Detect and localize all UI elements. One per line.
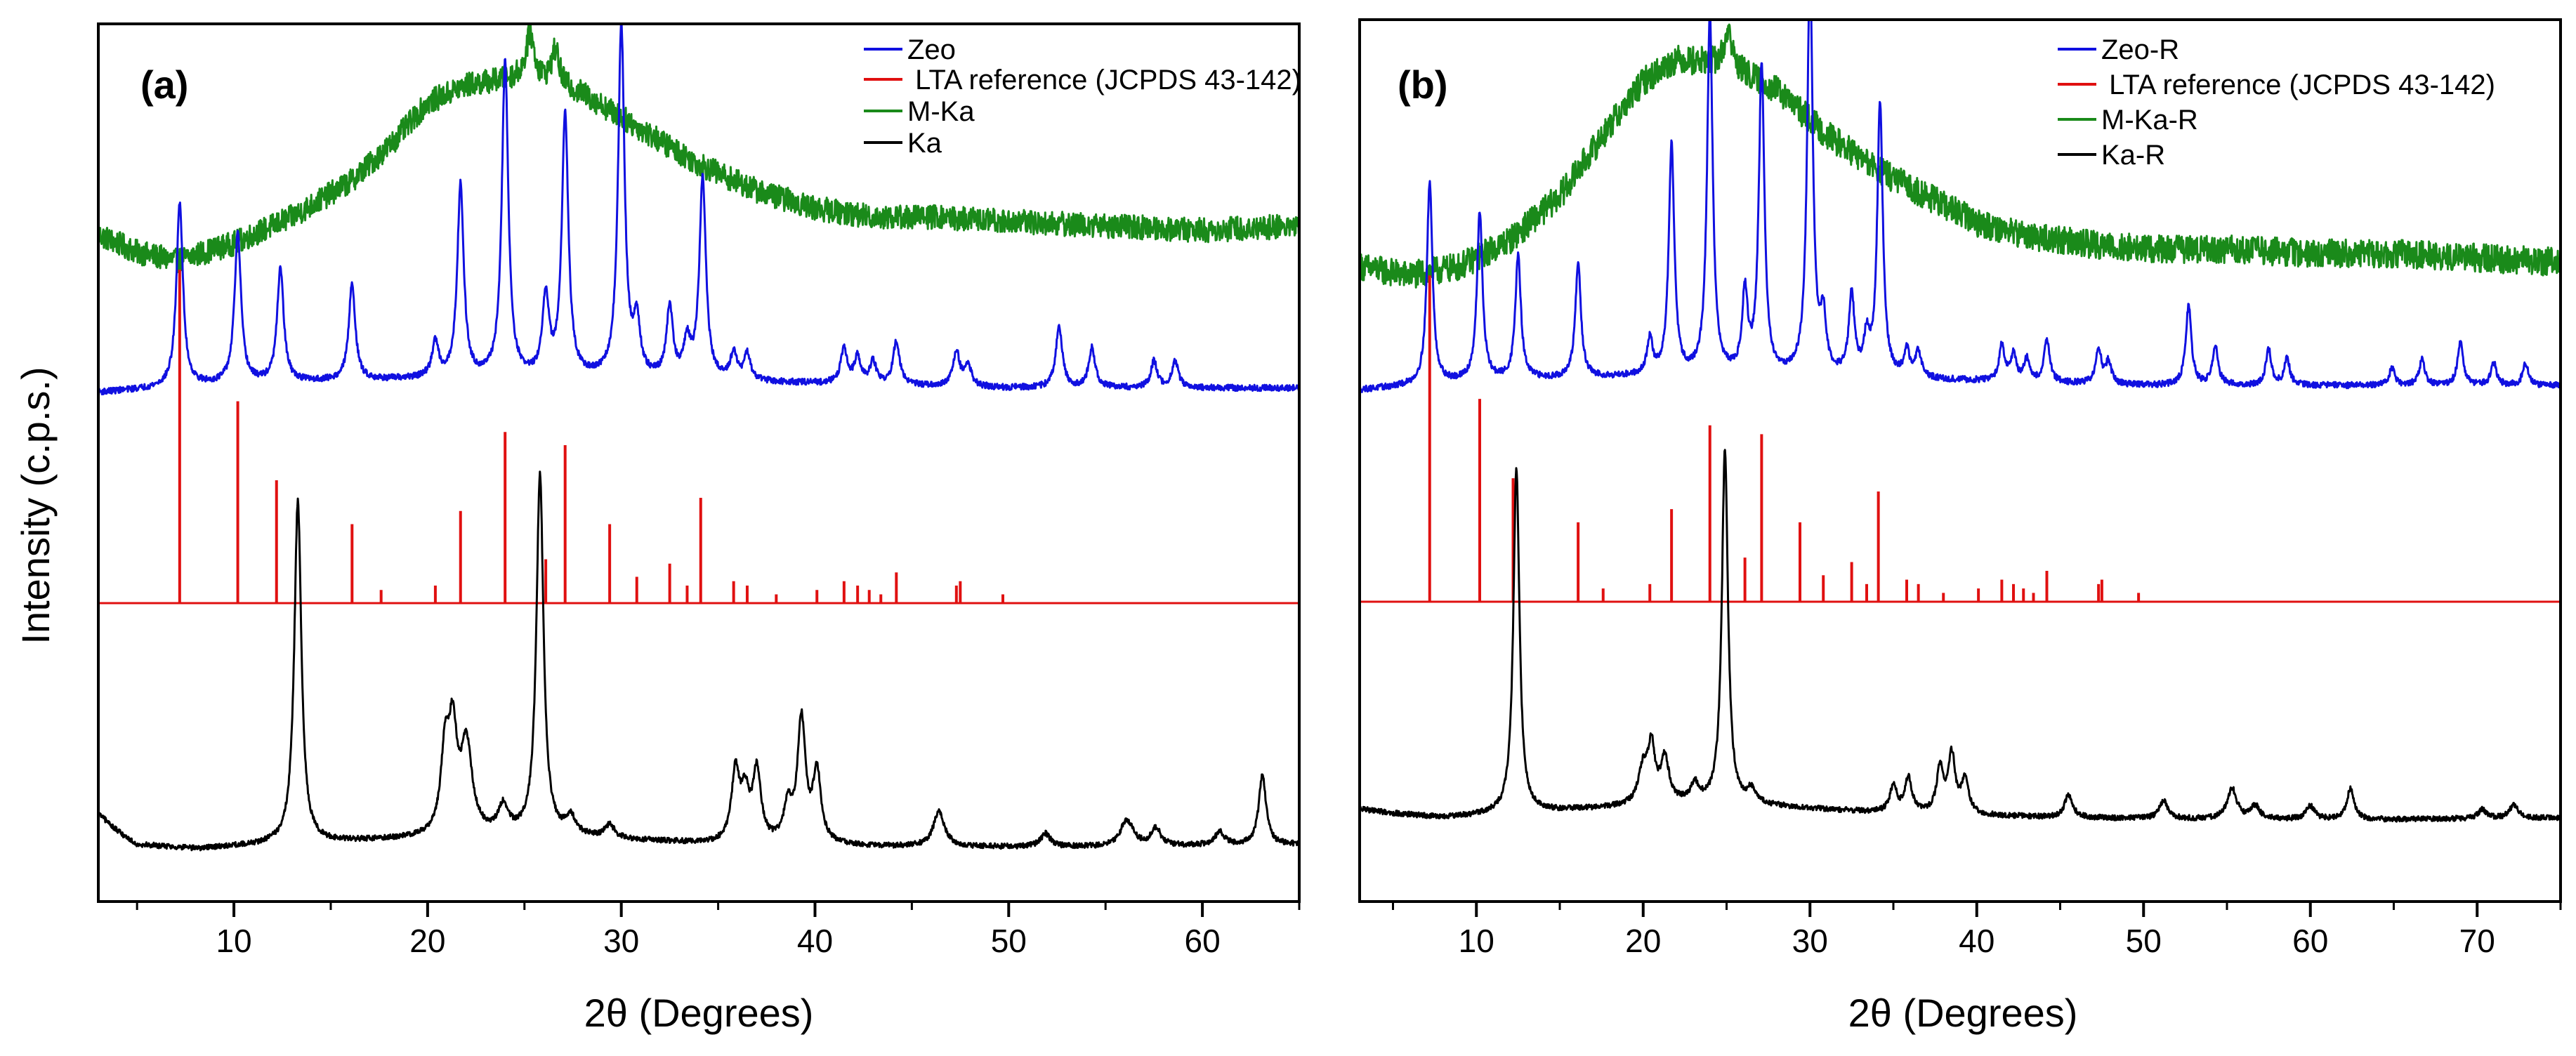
panel-b-legend: Zeo-R LTA reference (JCPDS 43-142) M-Ka-… bbox=[2058, 34, 2495, 171]
panel-a-label: (a) bbox=[140, 62, 188, 107]
x-tick-label: 10 bbox=[216, 923, 251, 959]
panel-b-frame bbox=[1358, 18, 2562, 903]
series-m-ka-r bbox=[1360, 23, 2561, 289]
x-tick-label: 30 bbox=[603, 923, 639, 959]
panel-b-label: (b) bbox=[1398, 62, 1448, 107]
series-lta-reference-jcpds-43-142 bbox=[98, 270, 1299, 605]
legend-a-label-3: Ka bbox=[907, 128, 942, 159]
panel-b-x-axis-title: 2θ (Degrees) bbox=[1848, 991, 2078, 1035]
panel-b-traces bbox=[1360, 20, 2561, 823]
x-tick-label: 40 bbox=[797, 923, 833, 959]
series-m-ka bbox=[98, 24, 1299, 274]
legend-b-label-2: M-Ka-R bbox=[2101, 105, 2198, 136]
panel-a-frame bbox=[97, 22, 1301, 903]
legend-a-label-0: Zeo bbox=[907, 34, 956, 65]
series-ka-r bbox=[1360, 449, 2561, 823]
y-axis-title: Intensity (c.p.s.) bbox=[13, 367, 58, 644]
series-lta-reference-jcpds-43-142 bbox=[1360, 275, 2561, 603]
x-tick-label: 20 bbox=[1625, 923, 1661, 959]
panel-b: 10 20 30 40 50 60 70 (b) 2θ (Degrees) Zeo-R LT… bbox=[1358, 18, 2562, 1035]
x-tick-label: 70 bbox=[2459, 923, 2495, 959]
series-ka bbox=[98, 470, 1299, 852]
x-tick-label: 40 bbox=[1959, 923, 1995, 959]
x-tick-label: 50 bbox=[991, 923, 1027, 959]
legend-b-label-3: Ka-R bbox=[2101, 140, 2165, 171]
x-tick-label: 60 bbox=[2292, 923, 2328, 959]
x-tick-label: 30 bbox=[1792, 923, 1828, 959]
series-zeo-r bbox=[1360, 20, 2561, 393]
panel-a: 10 20 30 40 50 60 (a) 2θ (Degrees) Zeo LTA re… bbox=[97, 22, 1301, 1035]
legend-a-label-1: LTA reference (JCPDS 43-142) bbox=[907, 65, 1301, 95]
panel-a-x-ticks: 10 20 30 40 50 60 bbox=[136, 902, 1301, 959]
legend-b-label-0: Zeo-R bbox=[2101, 34, 2179, 65]
x-tick-label: 60 bbox=[1185, 923, 1221, 959]
panel-b-x-ticks: 10 20 30 40 50 60 70 bbox=[1392, 902, 2562, 959]
series-zeo bbox=[98, 24, 1299, 396]
panel-a-traces bbox=[98, 24, 1299, 852]
panel-a-legend: Zeo LTA reference (JCPDS 43-142) M-Ka Ka bbox=[864, 34, 1301, 159]
legend-a-label-2: M-Ka bbox=[907, 96, 975, 127]
x-tick-label: 50 bbox=[2126, 923, 2162, 959]
legend-b-label-1: LTA reference (JCPDS 43-142) bbox=[2101, 70, 2495, 100]
x-tick-label: 20 bbox=[409, 923, 445, 959]
x-tick-label: 10 bbox=[1459, 923, 1494, 959]
panel-a-x-axis-title: 2θ (Degrees) bbox=[584, 991, 814, 1035]
